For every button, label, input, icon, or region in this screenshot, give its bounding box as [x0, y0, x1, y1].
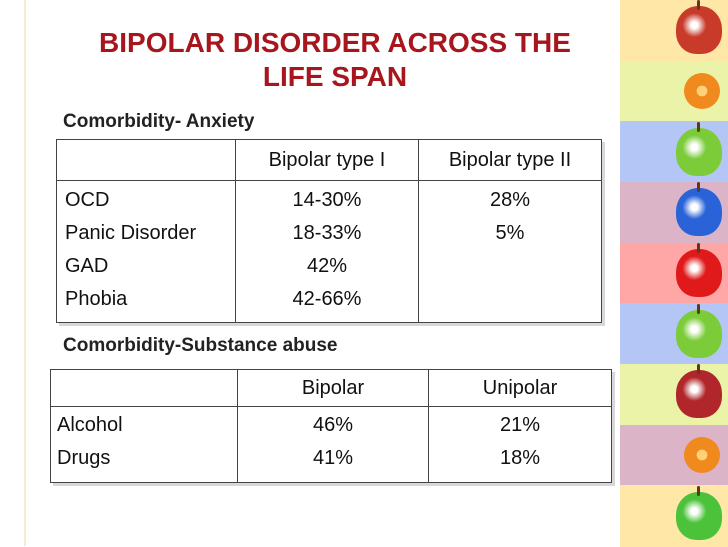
substance-label: Alcohol — [57, 414, 123, 436]
apple-icon — [676, 182, 722, 237]
type2-value: 28% — [489, 189, 531, 211]
orange-slice-icon — [684, 437, 720, 473]
substance-label: Drugs — [57, 447, 111, 469]
apple-stem-icon — [697, 303, 700, 314]
table-row: OCD Panic Disorder GAD Phobia 14-30% 18-… — [56, 180, 602, 323]
apple-icon — [676, 364, 722, 419]
type2-value: 5% — [495, 222, 525, 244]
slide-title-line-2: LIFE SPAN — [262, 61, 408, 92]
condition-label: Phobia — [65, 288, 128, 310]
table-header-bipolar-type-1: Bipolar type I — [235, 139, 419, 181]
apple-icon — [676, 0, 722, 55]
bipolar-values-cell: 46% 41% — [237, 406, 429, 483]
apple-stem-icon — [697, 121, 700, 132]
table-header-row: Bipolar type I Bipolar type II — [56, 139, 602, 181]
type1-value: 18-33% — [292, 222, 362, 244]
condition-label: Panic Disorder — [65, 222, 197, 244]
conditions-cell: OCD Panic Disorder GAD Phobia — [56, 180, 236, 323]
apple-stem-icon — [697, 364, 700, 375]
apple-icon — [676, 243, 722, 297]
table-header-empty — [50, 369, 238, 407]
apple-icon — [676, 303, 722, 358]
substance-table: Bipolar Unipolar Alcohol Drugs 46% 41% 2… — [50, 369, 612, 483]
unipolar-values-cell: 21% 18% — [428, 406, 612, 483]
orange-slice-icon — [684, 73, 720, 109]
apple-stem-icon — [697, 0, 700, 11]
apple-stem-icon — [697, 485, 700, 496]
type1-value: 42-66% — [292, 288, 362, 310]
table-header-bipolar: Bipolar — [237, 369, 429, 407]
type1-values-cell: 14-30% 18-33% 42% 42-66% — [235, 180, 419, 323]
apple-icon — [676, 485, 722, 540]
bipolar-value: 41% — [312, 447, 354, 469]
anxiety-heading: Comorbidity- Anxiety — [63, 111, 255, 132]
table-row: Alcohol Drugs 46% 41% 21% 18% — [50, 406, 612, 483]
apple-icon — [676, 121, 722, 176]
unipolar-value: 21% — [499, 414, 541, 436]
table-header-bipolar-type-2: Bipolar type II — [418, 139, 602, 181]
slide-title-line-1: BIPOLAR DISORDER ACROSS THE — [99, 27, 571, 58]
table-header-empty — [56, 139, 236, 181]
decorative-fruit-strip — [620, 0, 728, 547]
condition-label: OCD — [65, 189, 110, 211]
substances-cell: Alcohol Drugs — [50, 406, 238, 483]
slide-title: BIPOLAR DISORDER ACROSS THE LIFE SPAN — [40, 26, 630, 94]
apple-stem-icon — [697, 182, 700, 193]
table-header-row: Bipolar Unipolar — [50, 369, 612, 407]
type2-values-cell: 28% 5% — [418, 180, 602, 323]
table-header-unipolar: Unipolar — [428, 369, 612, 407]
left-accent-rule — [24, 0, 26, 546]
type1-value: 14-30% — [292, 189, 362, 211]
substance-heading: Comorbidity-Substance abuse — [63, 335, 338, 356]
type1-value: 42% — [306, 255, 348, 277]
anxiety-table: Bipolar type I Bipolar type II OCD Panic… — [56, 139, 602, 323]
apple-stem-icon — [697, 243, 700, 253]
bipolar-value: 46% — [312, 414, 354, 436]
unipolar-value: 18% — [499, 447, 541, 469]
condition-label: GAD — [65, 255, 109, 277]
